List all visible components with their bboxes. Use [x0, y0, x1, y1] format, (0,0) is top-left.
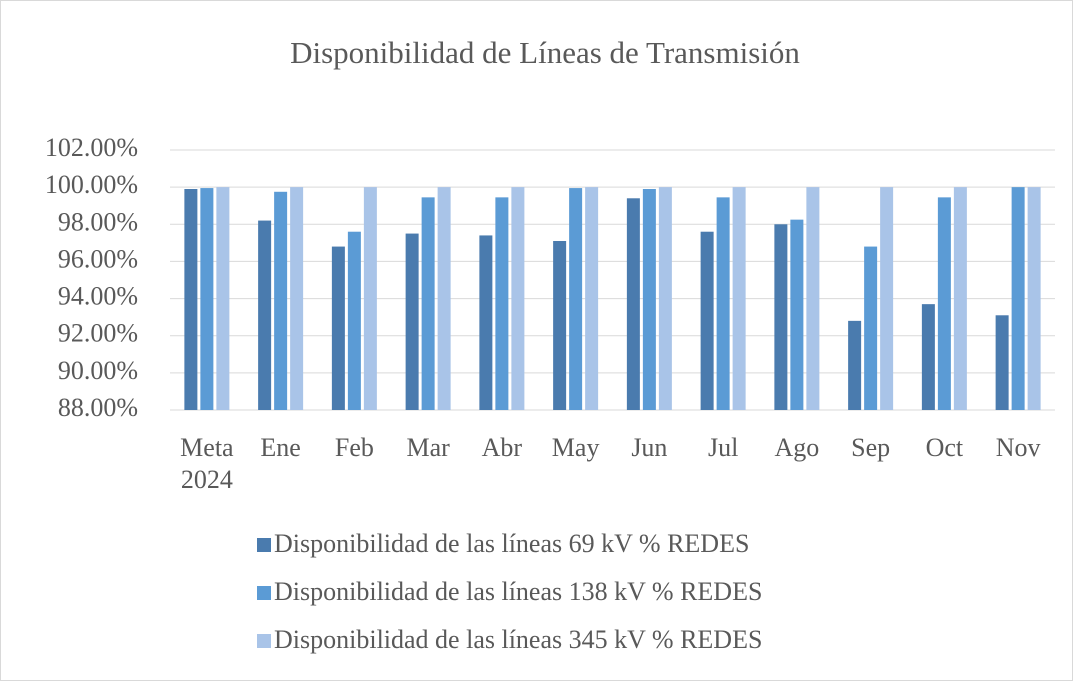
x-tick-label: Sep [851, 433, 891, 462]
bar [995, 315, 1009, 410]
x-tick-label: Jun [631, 433, 668, 462]
bar [953, 187, 967, 410]
bar [626, 198, 640, 410]
bar [1027, 187, 1041, 410]
bar [774, 224, 788, 410]
y-tick-label: 100.00% [45, 170, 138, 199]
bar [421, 197, 435, 410]
bar [864, 246, 878, 410]
bar [511, 187, 525, 410]
bar [716, 197, 730, 410]
legend-label: Disponibilidad de las líneas 69 kV % RED… [274, 529, 749, 558]
x-tick-label: Nov [995, 433, 1041, 462]
y-tick-label: 90.00% [58, 356, 138, 385]
bar [184, 189, 198, 410]
bar [363, 187, 377, 410]
bar [790, 219, 804, 410]
bar [290, 187, 304, 410]
legend-label: Disponibilidad de las líneas 138 kV % RE… [274, 577, 762, 606]
y-tick-label: 88.00% [58, 393, 138, 422]
bar [274, 191, 288, 410]
bar [658, 187, 672, 410]
x-tick-label: Abr [481, 433, 523, 462]
bar [848, 320, 862, 410]
bar [258, 220, 272, 410]
legend-label: Disponibilidad de las líneas 345 kV % RE… [274, 625, 762, 654]
y-tick-label: 102.00% [45, 133, 138, 162]
bar [1011, 187, 1025, 410]
x-tick-label: Jul [707, 433, 739, 462]
legend-swatch [257, 538, 271, 552]
bar [479, 235, 493, 410]
bar [331, 246, 345, 410]
bar [937, 197, 951, 410]
y-tick-label: 92.00% [58, 319, 138, 348]
bar [569, 188, 583, 410]
x-tick-label: Oct [925, 433, 964, 462]
x-tick-label: Ago [774, 433, 820, 462]
y-tick-label: 94.00% [58, 282, 138, 311]
y-tick-label: 96.00% [58, 244, 138, 273]
bar [553, 241, 567, 410]
legend-swatch [257, 634, 271, 648]
bar [405, 233, 419, 410]
bar [437, 187, 451, 410]
bar [880, 187, 894, 410]
x-tick-label: Ene [260, 433, 301, 462]
bar [732, 187, 746, 410]
y-tick-label: 98.00% [58, 207, 138, 236]
x-tick-label: Feb [334, 433, 374, 462]
chart-title: Disponibilidad de Líneas de Transmisión [290, 35, 800, 70]
bar [921, 304, 935, 410]
bar [642, 189, 656, 410]
x-tick-label: Meta 2024 [180, 433, 234, 494]
bar [216, 187, 230, 410]
bar [347, 231, 361, 410]
x-tick-label: May [551, 433, 600, 462]
bar [585, 187, 599, 410]
bar [700, 231, 714, 410]
bar [806, 187, 820, 410]
bar [200, 188, 214, 410]
legend-swatch [257, 586, 271, 600]
bar [495, 197, 509, 410]
x-tick-label: Mar [406, 433, 450, 462]
